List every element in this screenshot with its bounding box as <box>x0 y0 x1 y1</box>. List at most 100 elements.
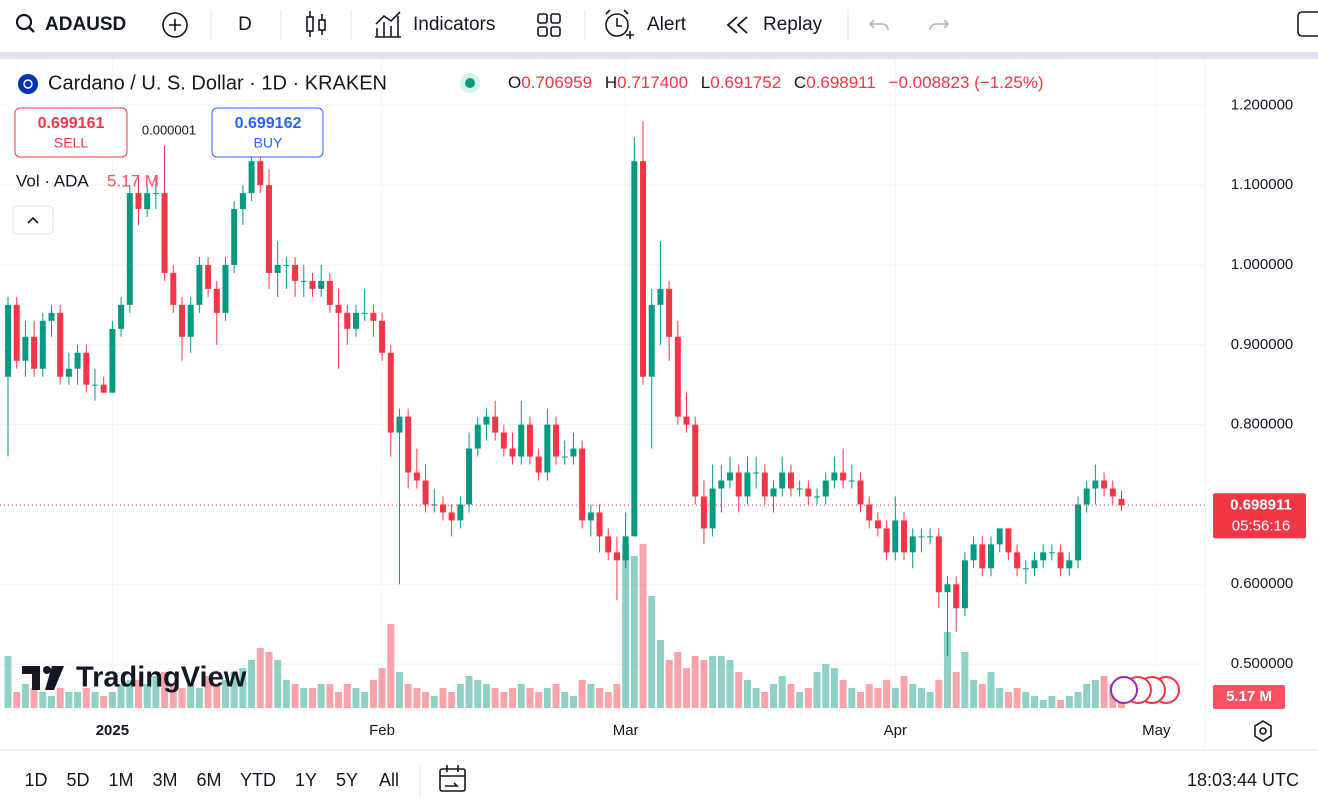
range-button[interactable]: All <box>379 770 399 790</box>
volume-bar <box>978 684 986 708</box>
candle-body <box>257 161 264 186</box>
go-to-date-button[interactable] <box>439 765 466 792</box>
logo-shape <box>22 666 40 690</box>
volume-bar <box>961 652 969 708</box>
volume-bar <box>326 684 334 708</box>
volume-bar <box>535 692 543 708</box>
candle-body <box>126 193 133 305</box>
candle-body <box>48 312 55 321</box>
settings-button[interactable] <box>1254 720 1272 742</box>
volume-bar <box>4 656 12 708</box>
y-tick-label: 1.100000 <box>1231 176 1294 193</box>
plus-icon <box>162 12 188 38</box>
volume-bar <box>700 660 708 708</box>
y-tick-label: 0.600000 <box>1231 575 1294 592</box>
range-button[interactable]: 5Y <box>336 770 358 790</box>
candle-body <box>361 312 368 314</box>
interval-button[interactable]: D <box>238 14 252 35</box>
fullscreen-button[interactable] <box>1297 11 1318 37</box>
candle-body <box>770 488 777 497</box>
event-icons[interactable] <box>1110 676 1180 704</box>
volume-bar <box>448 692 456 708</box>
y-tick-label: 1.200000 <box>1231 96 1294 113</box>
volume-bar <box>1013 688 1021 708</box>
candle-body <box>587 512 594 521</box>
candle-body <box>492 416 499 433</box>
volume-bar <box>378 668 386 708</box>
volume-bar <box>56 688 64 708</box>
range-button[interactable]: 1M <box>108 770 133 790</box>
range-button[interactable]: YTD <box>240 770 276 790</box>
candle-body <box>918 536 925 538</box>
candle-body <box>474 424 481 449</box>
candle-body <box>683 416 690 425</box>
candle-body <box>205 264 212 289</box>
compare-button[interactable] <box>162 12 188 38</box>
replay-button[interactable]: Replay <box>726 14 823 35</box>
volume-bar <box>996 688 1004 708</box>
volume-bar <box>256 648 264 708</box>
alert-icon <box>605 13 629 37</box>
candle-body <box>727 472 734 481</box>
candle-body <box>239 193 246 210</box>
volume-bar <box>857 692 865 708</box>
volume-bar <box>21 684 29 708</box>
candle-body <box>396 416 403 433</box>
candle-body <box>413 472 420 481</box>
candle-body <box>1048 552 1055 554</box>
alert-label: Alert <box>647 14 687 35</box>
volume-bar <box>830 668 838 708</box>
symbol: ADAUSD <box>45 14 126 35</box>
search-button[interactable]: ADAUSD <box>15 13 126 35</box>
range-buttons: 1D 5D 1M 3M 6M YTD 1Y 5Y All <box>24 770 399 790</box>
alert-button[interactable]: Alert <box>605 9 687 39</box>
range-button[interactable]: 1D <box>24 770 47 790</box>
volume-bar <box>100 696 108 708</box>
candle-body <box>422 480 429 505</box>
volume-bar <box>317 684 325 708</box>
volume-bar <box>91 692 99 708</box>
buy-button[interactable]: 0.699162 BUY <box>211 107 324 158</box>
candle-body <box>709 488 716 529</box>
volume-bar <box>187 684 195 708</box>
volume-bar <box>865 684 873 708</box>
candle-body <box>65 368 72 377</box>
collapse-legend-button[interactable] <box>12 205 54 235</box>
last-price-box <box>1213 493 1306 539</box>
volume-bar <box>13 692 21 708</box>
volume-bar <box>465 676 473 708</box>
redo-button[interactable] <box>929 19 950 31</box>
candle-body <box>970 544 977 561</box>
volume-bar <box>456 684 464 708</box>
candle-body <box>344 312 351 329</box>
volume-bar <box>300 688 308 708</box>
chart-type-button[interactable] <box>306 11 326 37</box>
volume-bar <box>369 680 377 708</box>
range-button[interactable]: 5D <box>66 770 89 790</box>
replay-icon <box>726 16 748 34</box>
undo-button[interactable] <box>868 19 889 31</box>
volume-bar <box>1057 700 1065 708</box>
volume-bar <box>709 656 717 708</box>
volume-bar <box>630 556 638 708</box>
range-button[interactable]: 6M <box>196 770 221 790</box>
volume-bar <box>248 660 256 708</box>
volume-bar <box>604 692 612 708</box>
indicators-button[interactable]: Indicators <box>375 11 495 38</box>
grid-icon <box>550 26 561 37</box>
sell-button[interactable]: 0.699161 SELL <box>14 107 128 158</box>
layouts-button[interactable] <box>537 13 561 37</box>
clock[interactable]: 18:03:44 UTC <box>1187 770 1299 790</box>
range-button[interactable]: 3M <box>152 770 177 790</box>
x-tick-label: Apr <box>884 722 907 739</box>
volume-bar <box>1091 680 1099 708</box>
volume-bar <box>1004 692 1012 708</box>
candle-body <box>1057 552 1064 569</box>
volume-bar <box>674 652 682 708</box>
candle-body <box>988 544 995 569</box>
volume-bar <box>343 684 351 708</box>
candle-body <box>213 288 220 313</box>
range-button[interactable]: 1Y <box>295 770 317 790</box>
candle-body <box>1014 552 1021 569</box>
candle-body <box>152 193 159 195</box>
